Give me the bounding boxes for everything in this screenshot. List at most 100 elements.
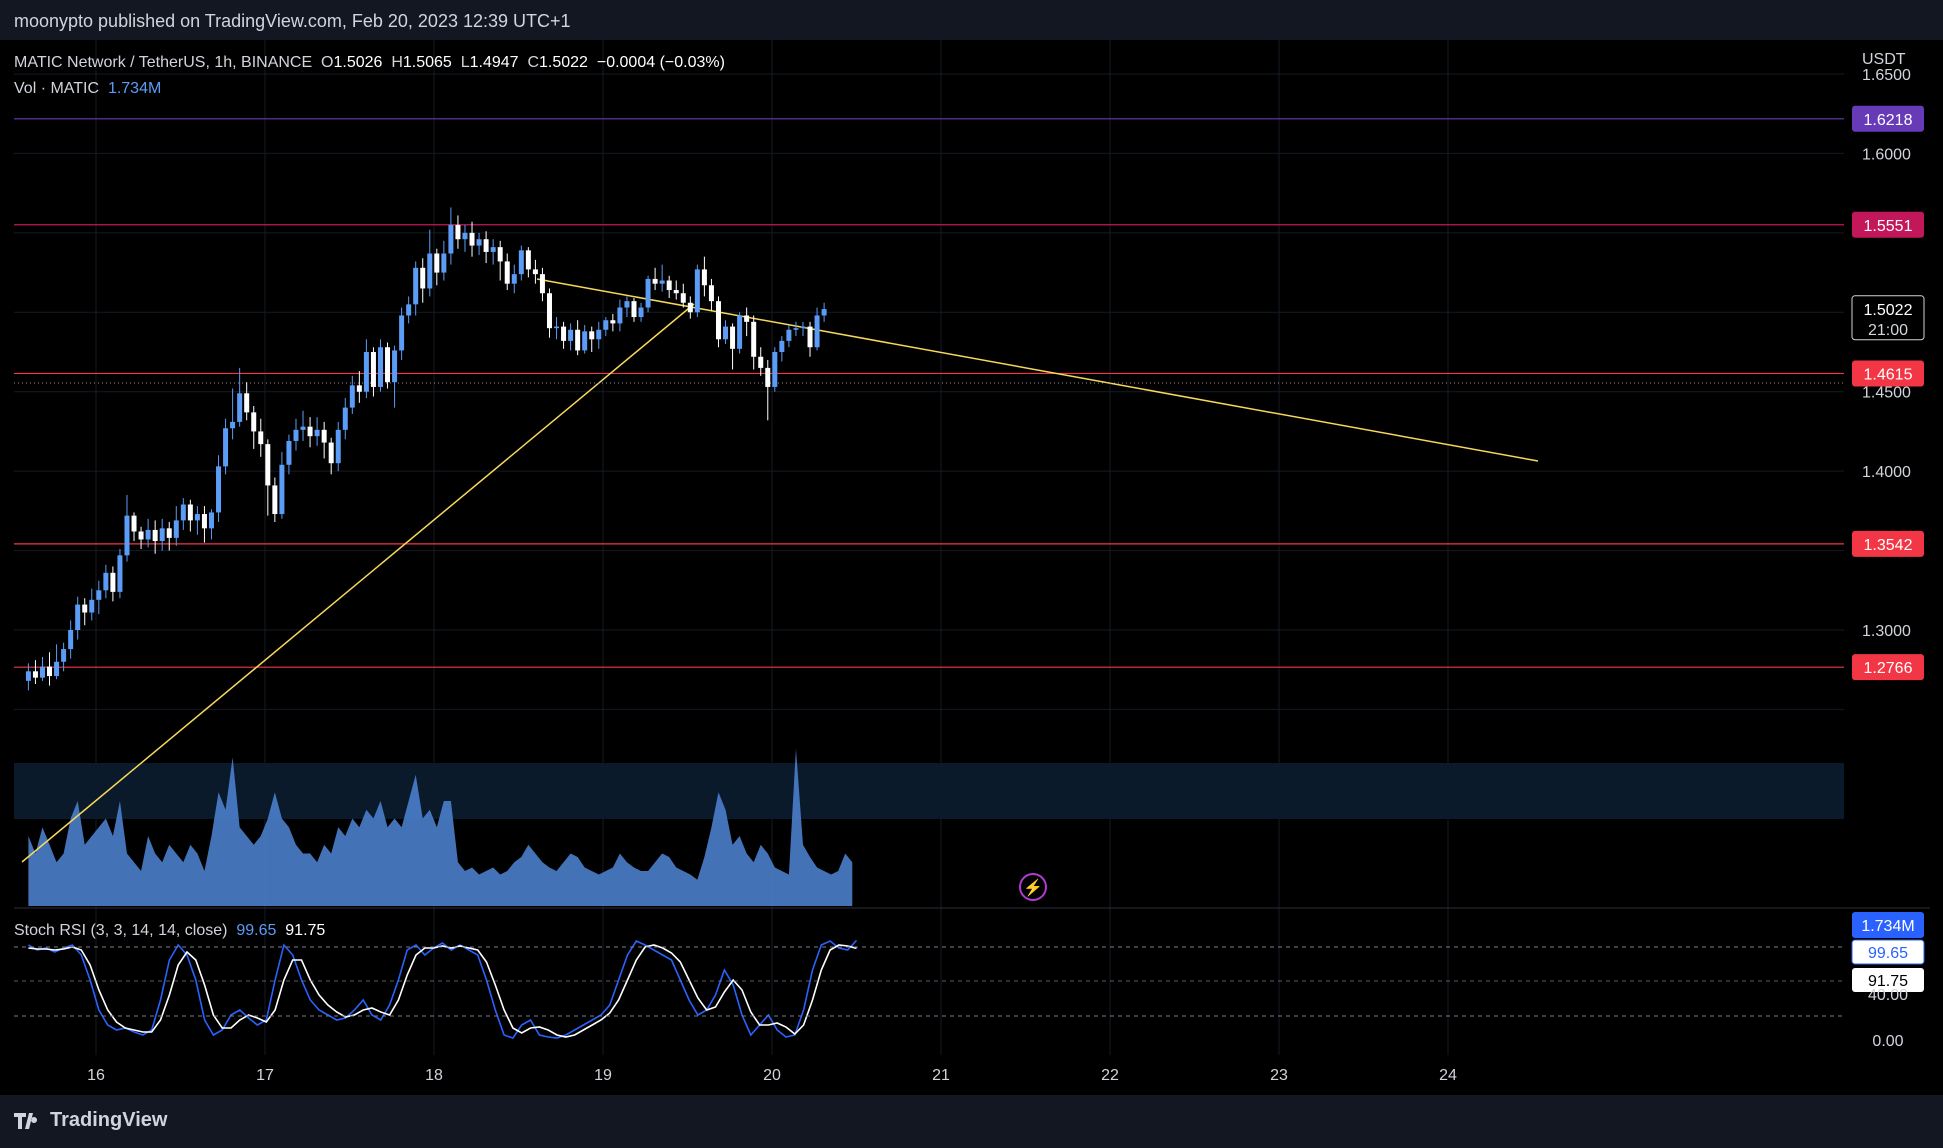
tv-logo-icon	[14, 1112, 38, 1129]
low-label: L	[460, 54, 470, 71]
level-badge-label: 1.3542	[1864, 537, 1913, 554]
open-label: O	[321, 54, 334, 71]
candle-body	[124, 515, 130, 556]
candle-body	[328, 442, 334, 464]
volume-area	[28, 748, 853, 906]
rsi-band	[14, 763, 1844, 819]
candle-body	[349, 385, 355, 408]
rsi-tick-label: 40.00	[1868, 987, 1908, 1004]
low-value: 1.4947	[469, 54, 519, 71]
candle-body	[730, 326, 736, 349]
candle-body	[659, 280, 665, 284]
candle-body	[568, 329, 574, 341]
candle-body	[342, 407, 348, 430]
trend-lines	[21, 278, 1539, 863]
tradingview-logo[interactable]: TradingView	[14, 1109, 167, 1132]
candle-body	[293, 429, 299, 441]
candle-body	[596, 329, 602, 340]
candle-body	[377, 347, 383, 387]
rsi-legend: Stoch RSI (3, 3, 14, 14, close) 99.65 91…	[14, 922, 325, 940]
candle-body	[744, 315, 750, 322]
rsi-k-badge-label: 99.65	[1868, 945, 1908, 962]
candle-body	[518, 250, 524, 275]
volume-badge-label: 1.734M	[1861, 918, 1914, 935]
candle-body	[554, 326, 560, 329]
candle-body	[314, 429, 320, 437]
chart-area[interactable]: USDT 1.6500 1.6000 1.4500 1.4000 1.3000 1.6218…	[14, 40, 1930, 1095]
candle-body	[483, 239, 489, 252]
level-badge-label: 1.2766	[1864, 660, 1913, 677]
candle-body	[525, 250, 531, 270]
grid-lines	[14, 40, 1844, 1055]
level-badge-label: 1.6218	[1864, 112, 1913, 129]
candle-body	[370, 352, 376, 387]
rsi-k-value: 99.65	[236, 922, 277, 939]
candle-body	[216, 466, 222, 513]
candle-body	[103, 572, 109, 591]
candle-body	[152, 529, 158, 542]
time-tick-label: 17	[256, 1067, 274, 1084]
ohlc-legend: MATIC Network / TetherUS, 1h, BINANCE O 1…	[14, 54, 725, 72]
candle-body	[652, 278, 658, 284]
candle-body	[335, 429, 341, 464]
rsi-label[interactable]: Stoch RSI (3, 3, 14, 14, close)	[14, 922, 228, 939]
volume-label[interactable]: Vol · MATIC	[14, 80, 100, 97]
candle-body	[694, 269, 700, 313]
candle-body	[546, 293, 552, 329]
candle-body	[589, 331, 595, 340]
time-axis[interactable]: 16 17 18 19 20 21 22 23 24	[87, 1067, 1457, 1084]
candle-body	[673, 290, 679, 294]
candle-body	[807, 326, 813, 348]
time-tick-label: 16	[87, 1067, 105, 1084]
candle-body	[772, 352, 778, 387]
candle-body	[406, 304, 412, 316]
last-price-label: 1.5022	[1864, 302, 1913, 319]
candle-body	[800, 326, 806, 329]
candle-body	[737, 315, 743, 349]
candle-body	[68, 630, 74, 650]
stoch-k-line	[28, 939, 858, 1039]
candle-body	[821, 309, 827, 316]
high-value: 1.5065	[402, 54, 452, 71]
level-badge-label: 1.4615	[1864, 366, 1913, 383]
candle-body	[385, 347, 391, 383]
candle-body	[201, 514, 207, 529]
last-price-badge	[1851, 295, 1925, 341]
rsi-k-badge	[1851, 939, 1925, 965]
price-tick-label: 1.6500	[1862, 67, 1911, 84]
symbol-title[interactable]: MATIC Network / TetherUS, 1h, BINANCE	[14, 54, 313, 71]
candle-body	[427, 253, 433, 289]
candle-body	[61, 649, 67, 662]
price-tick-label: 1.3000	[1862, 623, 1911, 640]
price-tick-label: 1.6000	[1862, 146, 1911, 163]
candle-body	[166, 528, 172, 538]
time-tick-label: 20	[763, 1067, 781, 1084]
high-label: H	[391, 54, 403, 71]
candle-body	[455, 224, 461, 240]
publish-bar: moonypto published on TradingView.com, F…	[0, 0, 1943, 40]
time-tick-label: 23	[1270, 1067, 1288, 1084]
candle-body	[631, 301, 637, 318]
stoch-rsi-series	[28, 939, 858, 1039]
candle-body	[603, 320, 609, 330]
candle-body	[610, 320, 616, 324]
rsi-d-badge-label: 91.75	[1868, 973, 1908, 990]
candle-body	[779, 340, 785, 352]
rsi-d-value: 91.75	[285, 922, 326, 939]
publisher-text: moonypto published on TradingView.com, F…	[14, 11, 571, 31]
candle-body	[180, 504, 186, 521]
lightning-glyph: ⚡	[1023, 878, 1043, 897]
candle-body	[624, 301, 630, 308]
candle-body	[251, 412, 257, 432]
candle-body	[307, 426, 313, 437]
candle-body	[279, 464, 285, 515]
candle-body	[138, 531, 144, 540]
volume-badge	[1852, 912, 1924, 938]
price-tick-label: 1.4500	[1862, 385, 1911, 402]
ascending-trendline[interactable]	[21, 303, 695, 863]
lightning-icon[interactable]	[1019, 873, 1047, 901]
descending-trendline[interactable]	[536, 278, 1539, 462]
candle-body	[392, 350, 398, 383]
